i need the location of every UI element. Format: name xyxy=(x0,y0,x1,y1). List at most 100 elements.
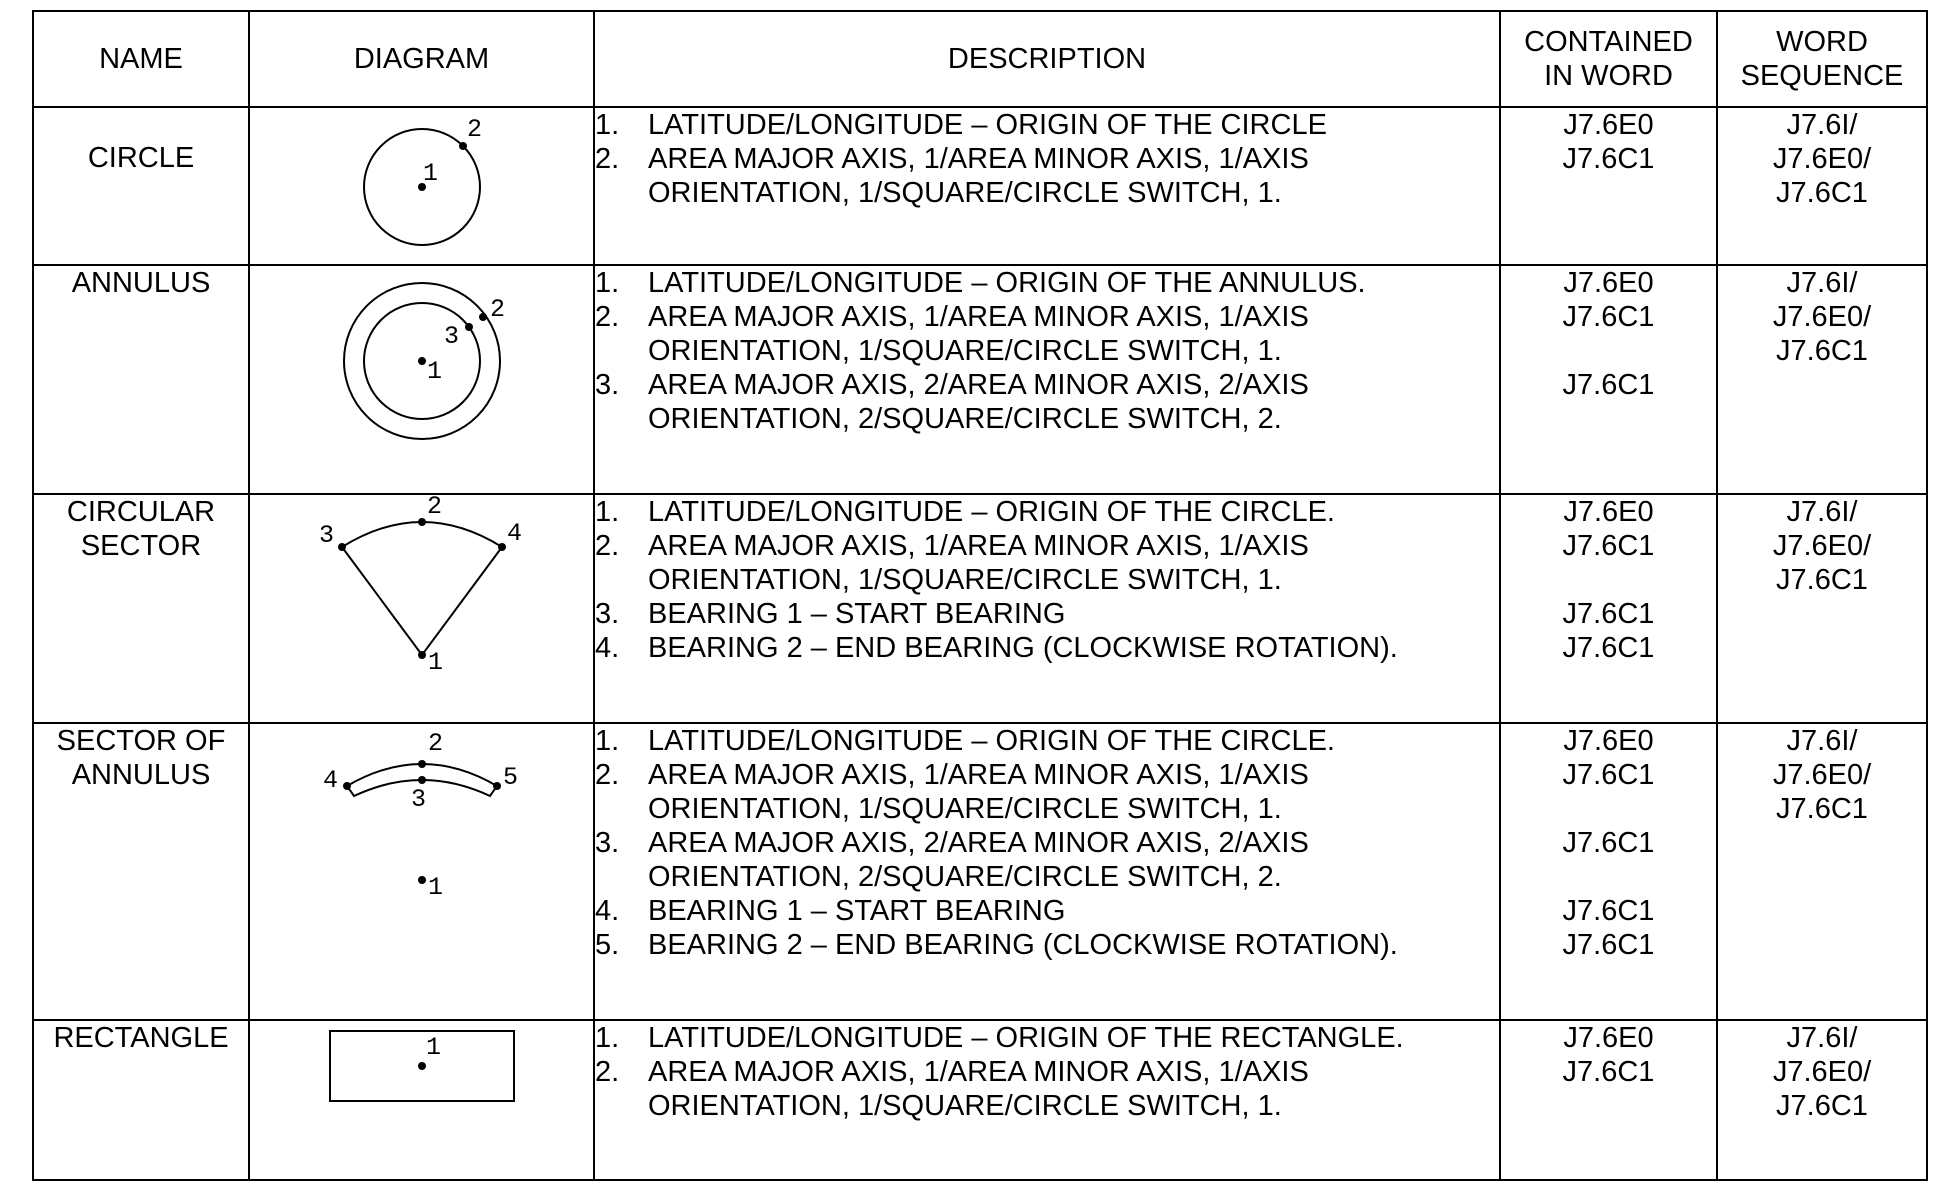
word-code: J7.6C1 xyxy=(1562,369,1655,401)
shape-name: ANNULUS xyxy=(32,264,250,495)
contained-in-word-cell: J7.6E0 J7.6C1 xyxy=(1499,106,1718,266)
origin-point xyxy=(417,183,426,191)
item-text: BEARING 1 – START BEARING xyxy=(648,598,1066,630)
item-number: 2. xyxy=(595,1056,620,1088)
shape-name: SECTOR OF ANNULUS xyxy=(32,722,250,1021)
point-label: 2 xyxy=(427,495,442,521)
word-code: J7.6E0 xyxy=(1563,496,1654,528)
item-number: 3. xyxy=(595,827,620,859)
sequence-code: J7.6E0/ xyxy=(1772,759,1872,791)
shape-diagram-cell: 1 2 3 4 xyxy=(248,493,595,724)
word-code: J7.6C1 xyxy=(1562,598,1655,630)
word-code: J7.6C1 xyxy=(1562,759,1655,791)
item-number: 1. xyxy=(595,1022,620,1054)
shape-name: RECTANGLE xyxy=(32,1019,250,1181)
table-row: RECTANGLE 1 1. LATITUDE/LONGITUDE – ORIGI… xyxy=(32,1019,1928,1181)
word-code: J7.6C1 xyxy=(1562,929,1655,961)
description-cell: 1. LATITUDE/LONGITUDE – ORIGIN OF THE CIR… xyxy=(593,493,1501,724)
sequence-code: J7.6C1 xyxy=(1776,1090,1868,1122)
word-code: J7.6C1 xyxy=(1562,1056,1655,1088)
list-item: 3. AREA MAJOR AXIS, 2/AREA MINOR AXIS, 2/… xyxy=(595,368,1499,436)
word-sequence-cell: J7.6I/ J7.6E0/ J7.6C1 xyxy=(1716,722,1928,1021)
word-code: J7.6E0 xyxy=(1563,725,1654,757)
item-text: BEARING 2 – END BEARING (CLOCKWISE ROTAT… xyxy=(648,632,1398,664)
item-number: 3. xyxy=(595,369,620,401)
shape-diagram-cell: 1 2 xyxy=(248,106,595,266)
origin-point xyxy=(417,1062,426,1070)
item-number: 1. xyxy=(595,267,620,299)
sequence-code: J7.6I/ xyxy=(1786,1022,1858,1054)
point-label: 2 xyxy=(490,295,505,324)
outer-arc-point xyxy=(417,760,426,768)
word-code: J7.6C1 xyxy=(1562,530,1655,562)
point-label: 4 xyxy=(323,766,338,795)
item-number: 2. xyxy=(595,759,620,791)
item-number: 2. xyxy=(595,301,620,333)
sequence-code: J7.6C1 xyxy=(1776,793,1868,825)
start-bearing-point xyxy=(337,543,346,551)
item-number: 1. xyxy=(595,496,620,528)
list-item: 1. LATITUDE/LONGITUDE – ORIGIN OF THE CIR… xyxy=(595,495,1499,529)
list-item: 1. LATITUDE/LONGITUDE – ORIGIN OF THE CIR… xyxy=(595,724,1499,758)
word-code: J7.6C1 xyxy=(1562,301,1655,333)
header-word-sequence: WORD SEQUENCE xyxy=(1716,10,1928,108)
list-item: 2. AREA MAJOR AXIS, 1/AREA MINOR AXIS, 1/… xyxy=(595,1055,1499,1123)
origin-point xyxy=(417,651,426,659)
point-label: 3 xyxy=(411,785,426,814)
list-item: 5. BEARING 2 – END BEARING (CLOCKWISE ROT… xyxy=(595,928,1499,962)
outer-boundary-point xyxy=(478,313,487,321)
circle-diagram: 1 2 xyxy=(362,115,482,246)
table-row: CIRCLE 1 2 1. LATITUDE/LONGITUDE – ORIGIN… xyxy=(32,106,1928,266)
sequence-code: J7.6I/ xyxy=(1786,267,1858,299)
point-label: 4 xyxy=(507,519,522,548)
item-number: 4. xyxy=(595,895,620,927)
item-text: AREA MAJOR AXIS, 2/AREA MINOR AXIS, 2/AX… xyxy=(648,369,1309,435)
header-row: NAME DIAGRAM DESCRIPTION CONTAINED IN WO… xyxy=(32,10,1928,108)
point-label: 2 xyxy=(428,729,443,758)
item-number: 3. xyxy=(595,598,620,630)
item-text: AREA MAJOR AXIS, 2/AREA MINOR AXIS, 2/AX… xyxy=(648,827,1309,893)
item-text: LATITUDE/LONGITUDE – ORIGIN OF THE ANNUL… xyxy=(648,267,1366,299)
description-cell: 1. LATITUDE/LONGITUDE – ORIGIN OF THE CIR… xyxy=(593,722,1501,1021)
word-sequence-cell: J7.6I/ J7.6E0/ J7.6C1 xyxy=(1716,493,1928,724)
description-cell: 1. LATITUDE/LONGITUDE – ORIGIN OF THE CIR… xyxy=(593,106,1501,266)
word-code: J7.6E0 xyxy=(1563,109,1654,141)
word-code: J7.6E0 xyxy=(1563,267,1654,299)
point-label: 1 xyxy=(428,648,443,675)
point-label: 1 xyxy=(426,1033,441,1062)
annulus-sector-outline xyxy=(345,763,498,798)
rectangle-outline xyxy=(328,1030,515,1102)
item-number: 2. xyxy=(595,530,620,562)
contained-in-word-cell: J7.6E0 J7.6C1 J7.6C1 J7.6C1 J7.6C1 xyxy=(1499,722,1718,1021)
word-code: J7.6C1 xyxy=(1562,143,1655,175)
header-diagram: DIAGRAM xyxy=(248,10,595,108)
word-code xyxy=(1501,563,1716,597)
contained-in-word-cell: J7.6E0 J7.6C1 xyxy=(1499,1019,1718,1181)
boundary-point xyxy=(458,142,467,150)
table-row: ANNULUS 1 2 3 1. LATITUDE/LONGITUDE – ORI… xyxy=(32,264,1928,495)
end-bearing-point xyxy=(492,782,501,790)
point-label: 2 xyxy=(467,115,482,144)
word-code: J7.6C1 xyxy=(1562,895,1655,927)
sequence-code: J7.6I/ xyxy=(1786,496,1858,528)
word-code xyxy=(1501,792,1716,826)
item-text: AREA MAJOR AXIS, 1/AREA MINOR AXIS, 1/AX… xyxy=(648,530,1309,596)
list-item: 3. AREA MAJOR AXIS, 2/AREA MINOR AXIS, 2/… xyxy=(595,826,1499,894)
shape-diagram-cell: 1 2 3 4 5 xyxy=(248,722,595,1021)
sequence-code: J7.6E0/ xyxy=(1772,530,1872,562)
item-text: LATITUDE/LONGITUDE – ORIGIN OF THE CIRCL… xyxy=(648,109,1327,141)
list-item: 2. AREA MAJOR AXIS, 1/AREA MINOR AXIS, 1/… xyxy=(595,758,1499,826)
sequence-code: J7.6E0/ xyxy=(1772,1056,1872,1088)
list-item: 4. BEARING 1 – START BEARING xyxy=(595,894,1499,928)
sequence-code: J7.6I/ xyxy=(1786,725,1858,757)
outer-circle xyxy=(342,282,501,440)
point-label: 1 xyxy=(428,873,443,902)
header-contained-in-word: CONTAINED IN WORD xyxy=(1499,10,1718,108)
item-text: AREA MAJOR AXIS, 1/AREA MINOR AXIS, 1/AX… xyxy=(648,301,1309,367)
origin-point xyxy=(417,357,426,365)
header-description: DESCRIPTION xyxy=(593,10,1501,108)
table-row: CIRCULAR SECTOR 1 2 3 4 1. LATITUDE/LONGI… xyxy=(32,493,1928,724)
rectangle-diagram: 1 xyxy=(328,1030,515,1102)
list-item: 1. LATITUDE/LONGITUDE – ORIGIN OF THE CIR… xyxy=(595,108,1499,142)
sequence-code: J7.6C1 xyxy=(1776,564,1868,596)
